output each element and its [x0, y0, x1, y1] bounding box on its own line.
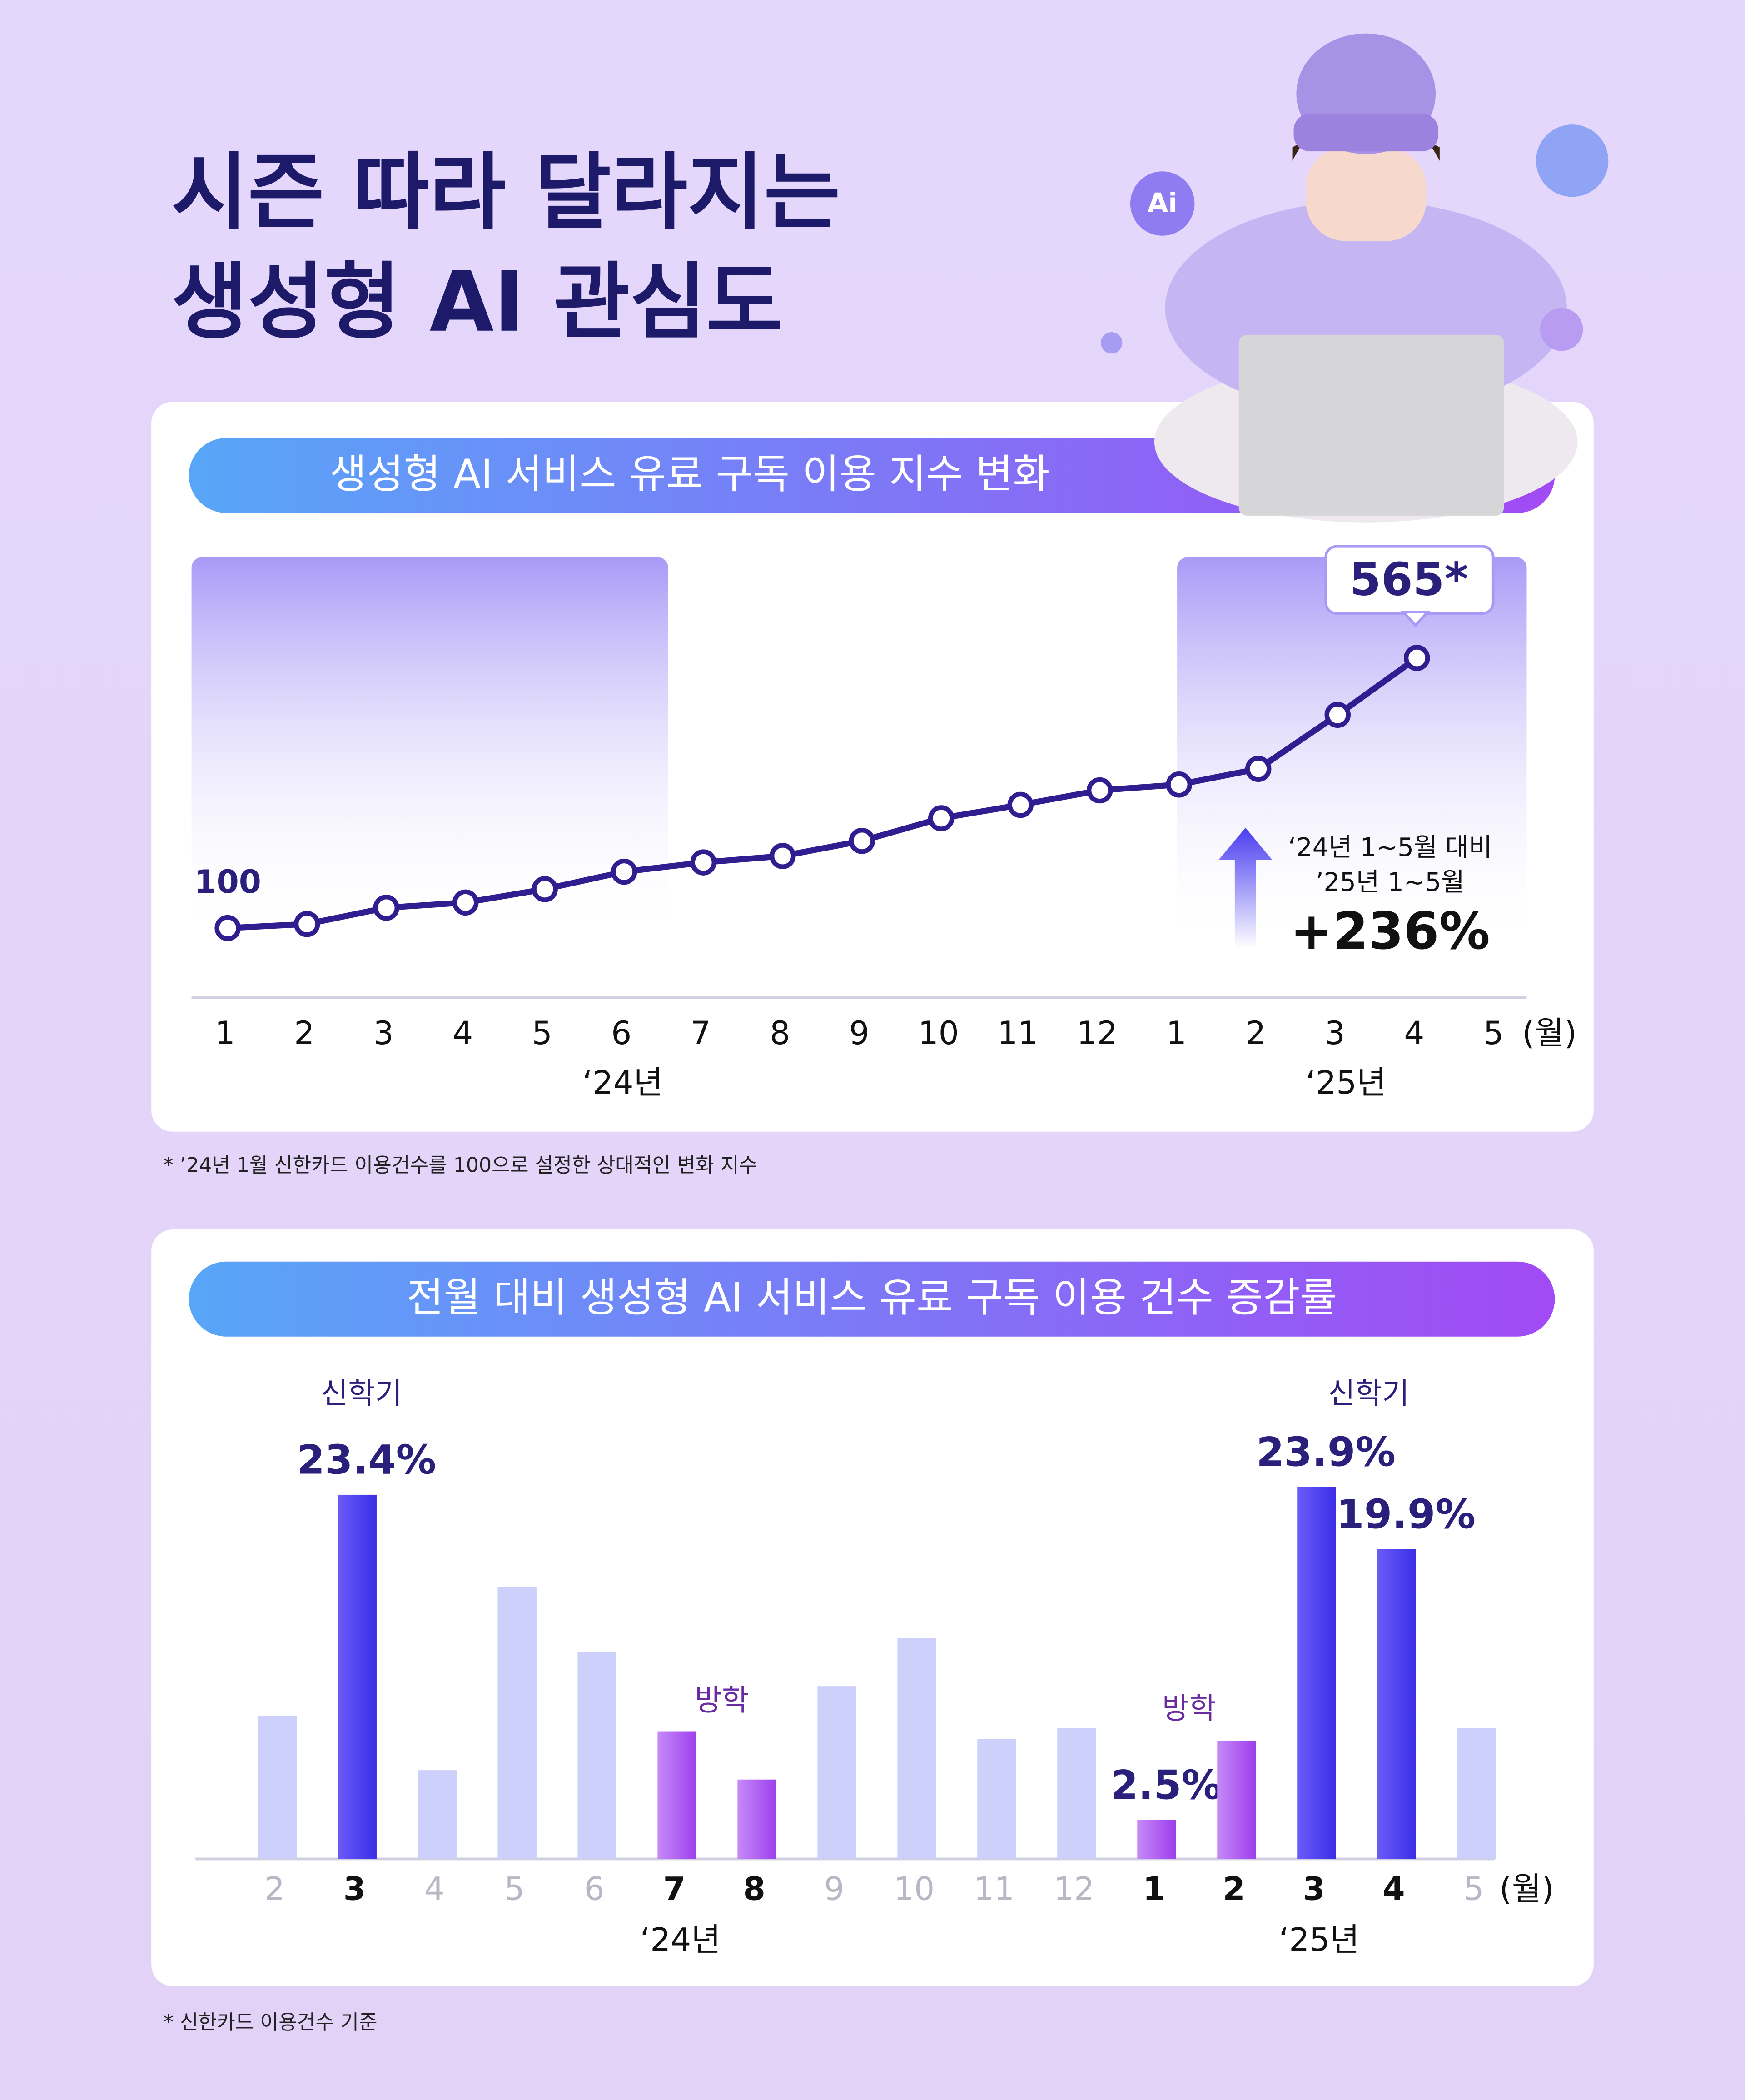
- x-tick-label: 6: [611, 1014, 631, 1052]
- x-tick-label: 9: [849, 1014, 870, 1052]
- x-tick-label: 12: [1077, 1014, 1118, 1052]
- value-label: 23.9%: [1256, 1428, 1396, 1475]
- footnote: * 신한카드 이용건수 기준: [164, 2011, 378, 2034]
- annotation: 방학: [1162, 1692, 1216, 1726]
- bar: [1217, 1741, 1256, 1859]
- x-tick-label: 3: [373, 1014, 394, 1052]
- bar: [418, 1770, 457, 1859]
- callout-pointer: [1400, 611, 1431, 627]
- x-tick-label: 7: [663, 1870, 686, 1908]
- bar: [817, 1686, 856, 1859]
- x-group-label: ‘24년: [582, 1064, 663, 1101]
- point: [928, 805, 955, 831]
- point: [1086, 777, 1113, 804]
- bar: [977, 1739, 1016, 1859]
- x-tick-label: 2: [264, 1870, 285, 1908]
- x-tick-label: 3: [343, 1870, 366, 1908]
- bar: [657, 1731, 696, 1859]
- point: [1166, 771, 1192, 798]
- point: [769, 843, 796, 869]
- bar: [1457, 1728, 1496, 1859]
- bar: [258, 1716, 297, 1859]
- footnote: * ’24년 1월 신한카드 이용건수를 100으로 설정한 상대적인 변화 지…: [164, 1154, 757, 1177]
- point: [532, 876, 558, 902]
- point: [690, 849, 716, 876]
- x-unit: (월): [1499, 1870, 1554, 1908]
- character-illustration: Ai: [1101, 33, 1609, 523]
- point: [849, 828, 875, 854]
- point: [1404, 645, 1430, 671]
- x-tick-label: 5: [532, 1014, 552, 1052]
- point: [293, 911, 320, 937]
- x-unit: (월): [1522, 1014, 1576, 1052]
- x-tick-label: 5: [1464, 1870, 1484, 1908]
- annotation: 신학기: [321, 1377, 402, 1411]
- title-pill: [189, 1261, 1555, 1337]
- page-title: 시즌 따라 달라지는: [171, 144, 840, 241]
- point: [1245, 756, 1272, 782]
- bar: [1377, 1549, 1416, 1859]
- bar: [1057, 1728, 1096, 1859]
- chart-title: 전월 대비 생성형 AI 서비스 유료 구독 이용 건수 증감률: [407, 1274, 1337, 1321]
- x-tick-label: 9: [824, 1870, 845, 1908]
- x-tick-label: 8: [770, 1014, 790, 1052]
- value-label: 19.9%: [1336, 1491, 1476, 1538]
- x-tick-label: 6: [584, 1870, 605, 1908]
- bar: [497, 1586, 537, 1859]
- x-tick-label: 4: [452, 1014, 473, 1052]
- annotation: 신학기: [1328, 1377, 1409, 1411]
- point: [1007, 791, 1034, 818]
- point: [1324, 702, 1351, 728]
- x-group-label: ‘25년: [1306, 1064, 1387, 1101]
- annotation: 방학: [695, 1683, 749, 1717]
- x-group-label: ‘24년: [640, 1921, 721, 1959]
- x-tick-label: 4: [424, 1870, 445, 1908]
- highlight-panel: [191, 557, 668, 938]
- x-tick-label: 1: [1166, 1014, 1187, 1052]
- x-tick-label: 11: [974, 1870, 1014, 1908]
- bar: [1297, 1487, 1336, 1859]
- point: [452, 889, 479, 916]
- chart-title: 생성형 AI 서비스 유료 구독 이용 지수 변화: [330, 451, 1050, 498]
- value-label: 2.5%: [1110, 1762, 1222, 1808]
- bar: [737, 1779, 776, 1859]
- x-tick-label: 3: [1325, 1014, 1345, 1052]
- x-group-label: ‘25년: [1279, 1921, 1360, 1959]
- x-tick-label: 4: [1382, 1870, 1405, 1908]
- svg-text:Ai: Ai: [1148, 187, 1178, 219]
- point: [373, 895, 399, 921]
- x-tick-label: 10: [918, 1014, 959, 1052]
- x-tick-label: 5: [1483, 1014, 1504, 1052]
- x-tick-label: 2: [294, 1014, 314, 1052]
- x-tick-label: 8: [743, 1870, 766, 1908]
- bar: [338, 1494, 377, 1859]
- bar: [577, 1652, 616, 1859]
- value-label: 100: [194, 863, 261, 901]
- line: [227, 655, 1419, 931]
- x-tick-label: 7: [691, 1014, 711, 1052]
- x-tick-label: 4: [1404, 1014, 1424, 1052]
- x-tick-label: 11: [997, 1014, 1038, 1052]
- x-tick-label: 10: [894, 1870, 935, 1908]
- bar: [897, 1638, 936, 1859]
- x-tick-label: 1: [215, 1014, 235, 1052]
- x-tick-label: 12: [1054, 1870, 1094, 1908]
- page-title: 생성형 AI 관심도: [171, 254, 782, 351]
- value-label: 565*: [1349, 553, 1468, 606]
- value-label: 23.4%: [297, 1437, 436, 1483]
- increase-arrow: [1218, 827, 1273, 948]
- point: [611, 858, 637, 885]
- x-tick-label: 2: [1223, 1870, 1245, 1908]
- annotation: ’25년 1~5월: [1316, 868, 1465, 897]
- annotation: +236%: [1290, 902, 1490, 961]
- x-tick-label: 5: [504, 1870, 525, 1908]
- annotation: ‘24년 1~5월 대비: [1288, 833, 1492, 862]
- point: [214, 915, 241, 941]
- x-tick-label: 3: [1303, 1870, 1325, 1908]
- x-tick-label: 2: [1245, 1014, 1266, 1052]
- x-tick-label: 1: [1143, 1870, 1165, 1908]
- bar: [1137, 1820, 1176, 1859]
